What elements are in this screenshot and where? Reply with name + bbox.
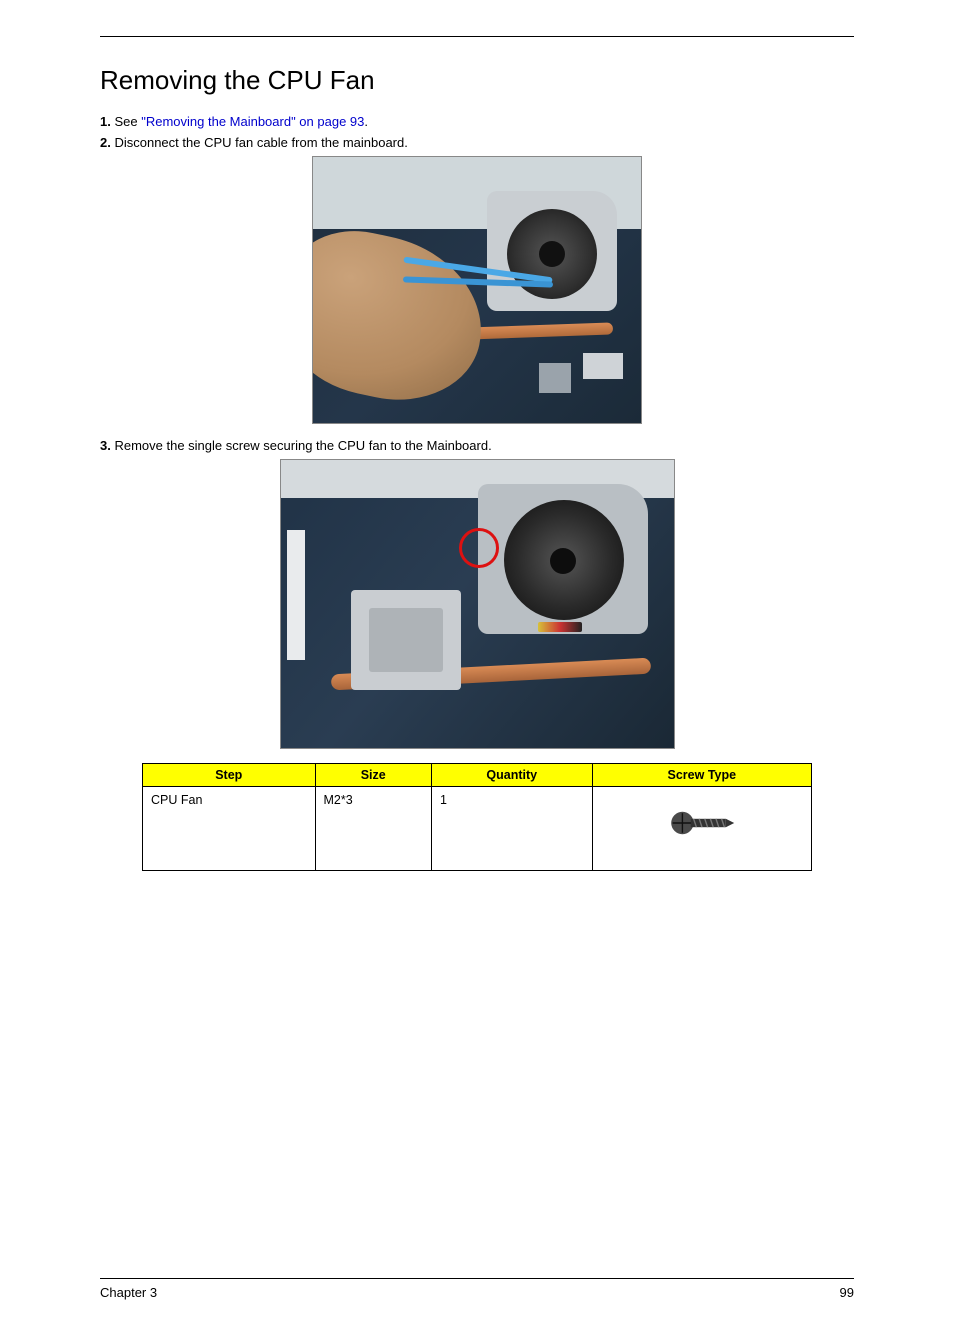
td-quantity: 1 <box>431 787 592 871</box>
step-3-prefix: Remove the single screw securing the <box>114 438 337 453</box>
step-2-number: 2. <box>100 135 111 150</box>
screw-icon <box>667 799 737 847</box>
step-3-number: 3. <box>100 438 111 453</box>
th-step: Step <box>143 764 316 787</box>
td-screw-type <box>592 787 811 871</box>
th-quantity: Quantity <box>431 764 592 787</box>
table-row: CPU Fan M2*3 1 <box>143 787 812 871</box>
td-size: M2*3 <box>315 787 431 871</box>
screw-table: Step Size Quantity Screw Type CPU Fan M2… <box>142 763 812 871</box>
footer-rule <box>100 1278 854 1279</box>
step-2-prefix: Disconnect the <box>114 135 204 150</box>
section-title: Removing the CPU Fan <box>100 65 854 96</box>
footer-page-number: 99 <box>840 1285 854 1300</box>
td-step: CPU Fan <box>143 787 316 871</box>
step-2-suffix: cable from the mainboard. <box>253 135 408 150</box>
top-rule <box>100 36 854 37</box>
th-size: Size <box>315 764 431 787</box>
callout-circle <box>459 528 499 568</box>
th-screw-type: Screw Type <box>592 764 811 787</box>
step-3-suffix: to the Mainboard. <box>387 438 492 453</box>
step-1-number: 1. <box>100 114 111 129</box>
step-1-xref-link[interactable]: "Removing the Mainboard" on page 93 <box>141 114 364 129</box>
page-footer: Chapter 3 99 <box>100 1278 854 1300</box>
step-3-mid: CPU fan <box>338 438 387 453</box>
step-1-prefix: See <box>114 114 141 129</box>
footer-chapter: Chapter 3 <box>100 1285 157 1300</box>
figure-fan-screw-location <box>280 459 675 749</box>
step-2-mid: CPU fan <box>204 135 253 150</box>
figure-1-wrap <box>100 156 854 424</box>
step-1: 1. See "Removing the Mainboard" on page … <box>100 114 854 129</box>
table-header-row: Step Size Quantity Screw Type <box>143 764 812 787</box>
figure-2-wrap <box>100 459 854 749</box>
figure-disconnect-fan-cable <box>312 156 642 424</box>
page: Removing the CPU Fan 1. See "Removing th… <box>0 0 954 1336</box>
step-2: 2. Disconnect the CPU fan cable from the… <box>100 135 854 150</box>
step-3: 3. Remove the single screw securing the … <box>100 438 854 453</box>
step-1-suffix: . <box>364 114 368 129</box>
